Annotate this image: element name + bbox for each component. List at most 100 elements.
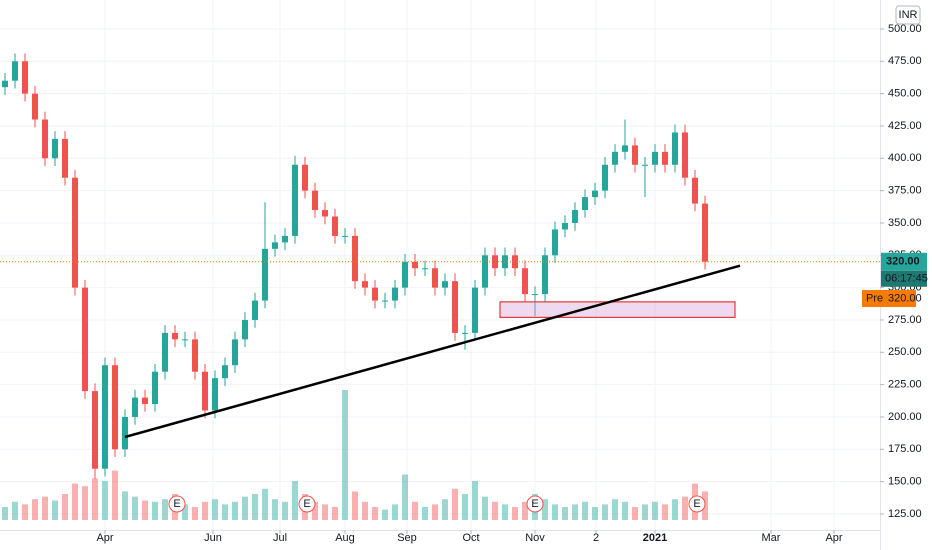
volume-bar [342, 390, 348, 520]
volume-bar [72, 483, 78, 520]
candle-body [272, 242, 278, 249]
candle-body [392, 287, 398, 301]
volume-bar [482, 496, 488, 520]
volume-bar [112, 470, 118, 520]
candle-body [422, 268, 428, 270]
earnings-marker [168, 495, 186, 513]
candle-body [692, 177, 698, 204]
volume-bar [82, 486, 88, 520]
premarket-price: 320.00 [888, 292, 922, 304]
volume-bar [332, 507, 338, 520]
volume-bar [412, 501, 418, 520]
volume-bar [492, 501, 498, 520]
candle-body [652, 151, 658, 165]
volume-bar [32, 499, 38, 520]
earnings-marker [298, 495, 316, 513]
candle-body [142, 397, 148, 405]
volume-bar [42, 496, 48, 520]
volume-bar [672, 499, 678, 520]
trend-line [124, 264, 741, 439]
x-tick-label: 2 [593, 532, 599, 544]
candle-body [372, 287, 378, 301]
candle-body [182, 339, 188, 341]
earnings-label: E [693, 498, 700, 510]
volume-bar [62, 494, 68, 520]
premarket-label: Pre [866, 292, 883, 304]
candle-body [52, 138, 58, 159]
candle-body [402, 261, 408, 288]
y-tick-label: 225.00 [888, 379, 922, 391]
candle-body [152, 371, 158, 405]
x-tick-label: Jun [204, 532, 222, 544]
y-tick-label: 400.00 [888, 152, 922, 164]
volume-bar [102, 481, 108, 520]
candle-body [432, 268, 438, 288]
currency-label: INR [899, 9, 918, 21]
candle-body [592, 190, 598, 198]
candle-body [612, 151, 618, 165]
earnings-label: E [531, 498, 538, 510]
volume-bar [262, 488, 268, 520]
candle-body [622, 145, 628, 152]
candle-body [702, 203, 708, 262]
candle-body [472, 287, 478, 333]
candle-body [312, 190, 318, 211]
volume-bar [282, 501, 288, 520]
y-tick-label: 150.00 [888, 476, 922, 488]
candle-body [72, 177, 78, 288]
candle-body [22, 61, 28, 94]
x-tick-label: 2021 [643, 532, 667, 544]
candle-body [162, 332, 168, 372]
candle-body [502, 255, 508, 269]
volume-bar [402, 474, 408, 520]
candle-body [662, 151, 668, 165]
volume-bar [352, 491, 358, 520]
x-tick-label: Apr [96, 532, 113, 544]
candle-body [232, 339, 238, 366]
candle-body [412, 261, 418, 269]
volume-bar [422, 507, 428, 520]
candle-body [462, 332, 468, 334]
candle-body [252, 300, 258, 320]
volume-bar [502, 504, 508, 520]
y-tick-label: 250.00 [888, 346, 922, 358]
y-tick-label: 125.00 [888, 508, 922, 520]
candle-body [12, 61, 18, 81]
volume-bar [522, 501, 528, 520]
candle-body [32, 93, 38, 120]
volume-bar [612, 499, 618, 520]
x-tick-label: Nov [525, 532, 545, 544]
volume-bar [592, 507, 598, 520]
volume-bar [272, 499, 278, 520]
y-tick-label: 275.00 [888, 314, 922, 326]
x-tick-label: Mar [762, 532, 781, 544]
candle-body [332, 216, 338, 236]
volume-bar [152, 501, 158, 520]
earnings-label: E [303, 498, 310, 510]
y-tick-label: 450.00 [888, 88, 922, 100]
y-tick-label: 500.00 [888, 23, 922, 35]
volume-bar [222, 504, 228, 520]
y-tick-label: 200.00 [888, 411, 922, 423]
candle-body [2, 80, 8, 88]
volume-bar [472, 481, 478, 520]
candle-body [362, 281, 368, 288]
candle-body [322, 210, 328, 217]
support-zone [499, 301, 736, 318]
volume-bar [622, 501, 628, 520]
volume-bar [452, 488, 458, 520]
candle-body [172, 332, 178, 340]
volume-bar [362, 501, 368, 520]
candle-body [302, 164, 308, 191]
candle-body [512, 255, 518, 269]
volume-bar [162, 499, 168, 520]
earnings-marker [688, 495, 706, 513]
candle-body [62, 138, 68, 178]
volume-bar [442, 499, 448, 520]
candle-body [342, 235, 348, 237]
x-tick-label: Aug [335, 532, 355, 544]
candle-body [102, 365, 108, 469]
